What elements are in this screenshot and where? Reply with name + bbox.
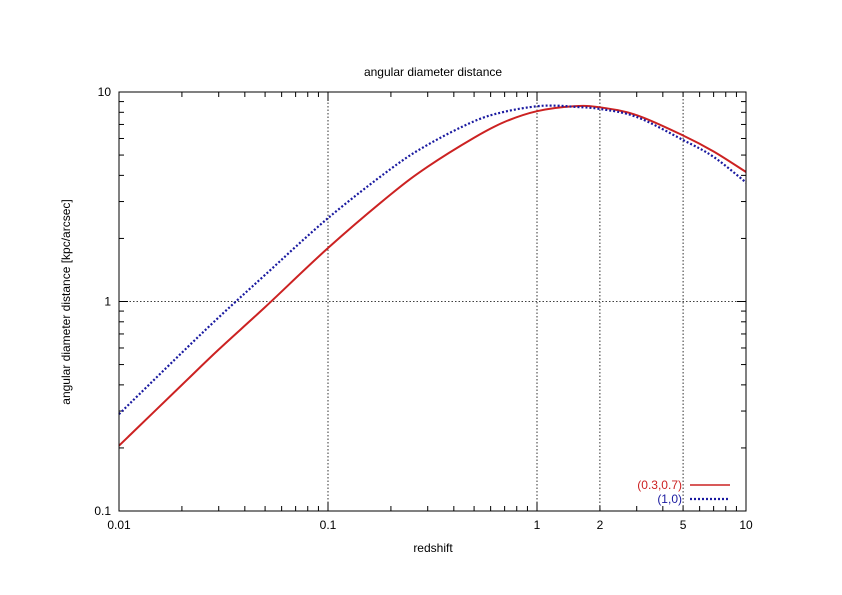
chart-title: angular diameter distance — [364, 65, 502, 79]
x-tick-label: 1 — [534, 518, 541, 532]
legend-label: (1,0) — [657, 492, 682, 506]
legend-label: (0.3,0.7) — [637, 478, 682, 492]
x-axis-label: redshift — [413, 541, 453, 555]
plot-frame — [118, 91, 747, 512]
series-line-2 — [118, 104, 747, 415]
legend: (0.3,0.7)(1,0) — [637, 478, 730, 506]
x-tick-label: 0.01 — [107, 518, 131, 532]
series-line-1 — [118, 104, 747, 447]
y-tick-label: 0.1 — [94, 504, 111, 518]
y-tick-label: 10 — [98, 85, 112, 99]
y-tick-label: 1 — [104, 295, 111, 309]
grid — [119, 92, 746, 511]
x-tick-label: 2 — [597, 518, 604, 532]
series-lines — [118, 104, 747, 447]
x-tick-label: 10 — [739, 518, 753, 532]
x-tick-label: 0.1 — [320, 518, 337, 532]
y-axis-label: angular diameter distance [kpc/arcsec] — [59, 199, 73, 404]
x-tick-label: 5 — [680, 518, 687, 532]
